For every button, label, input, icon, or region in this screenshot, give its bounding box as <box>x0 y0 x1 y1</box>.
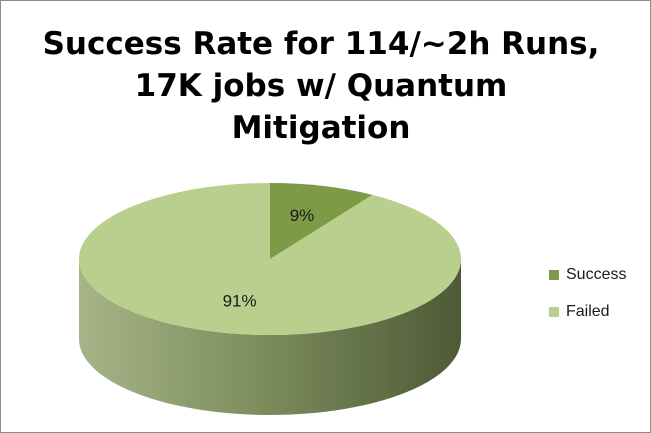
pie-slice-success <box>270 183 373 259</box>
pie-slice-failed <box>79 183 462 336</box>
slice-label-failed: 91% <box>223 292 257 311</box>
chart-title-line-3: Mitigation <box>231 110 411 146</box>
legend: Success Failed <box>549 265 649 339</box>
legend-item-success: Success <box>549 265 649 285</box>
slice-label-success: 9% <box>290 206 315 225</box>
legend-label-success: Success <box>566 266 627 283</box>
legend-label-failed: Failed <box>566 303 610 320</box>
chart-title-line-1: Success Rate for 114/~2h Runs, <box>42 26 600 62</box>
pie-side-wall <box>79 259 461 415</box>
chart-title-line-2: 17K jobs w/ Quantum <box>134 68 508 104</box>
legend-swatch-failed <box>549 307 559 317</box>
legend-item-failed: Failed <box>549 302 649 322</box>
chart-title: Success Rate for 114/~2h Runs, 17K jobs … <box>41 23 601 149</box>
legend-swatch-success <box>549 270 559 280</box>
